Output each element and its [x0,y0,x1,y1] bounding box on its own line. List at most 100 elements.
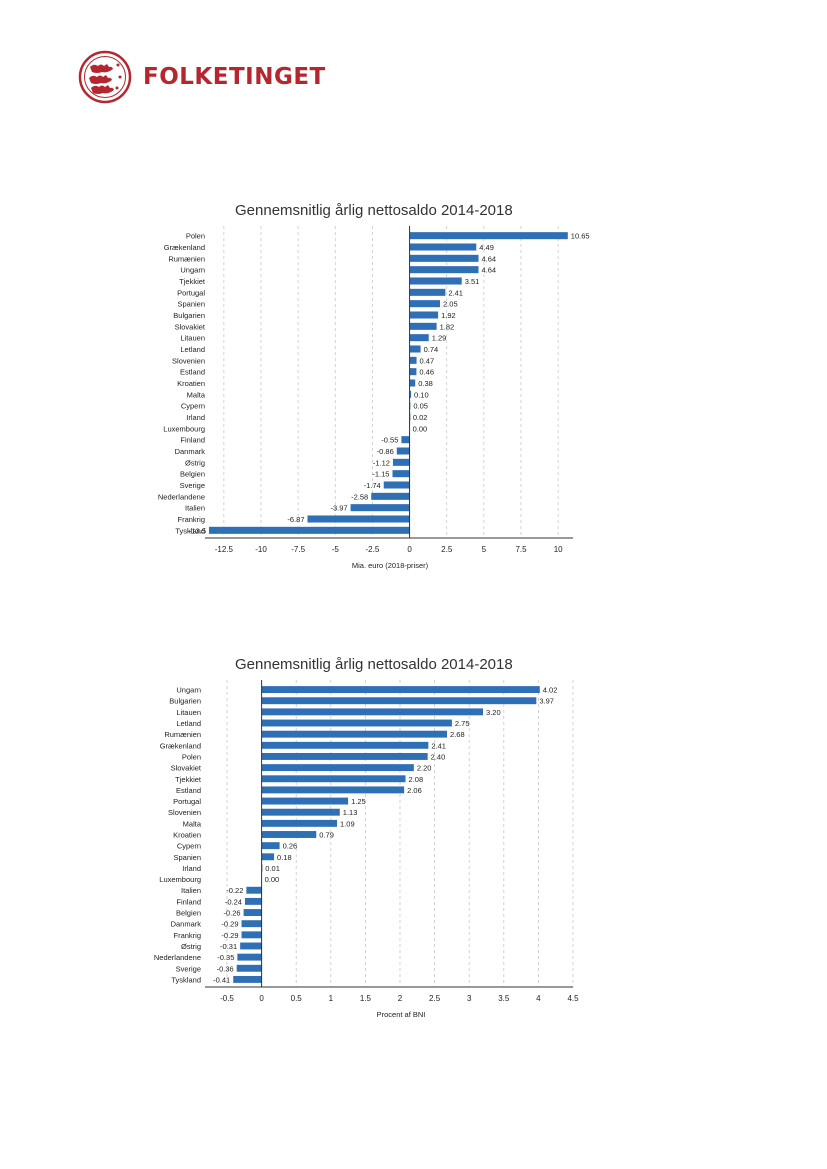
chart1-bar [209,526,410,534]
chart2-value-label: -0.29 [221,920,238,929]
chart2-bar [261,786,405,794]
chart2-category-label: Belgien [176,909,201,918]
chart2-bar [261,853,275,861]
chart1-category-label: Italien [185,504,205,513]
chart1-tick-label: 2.5 [441,545,453,554]
chart1-category-label: Rumænien [168,254,205,263]
chart1-value-label: 3.51 [465,277,480,286]
chart1-bar [350,504,410,512]
chart2-bar [261,808,340,816]
chart1-bar [409,379,416,387]
chart2-value-label: 2.68 [450,730,465,739]
chart1-category-label: Bulgarien [173,311,205,320]
chart1-bar [409,288,446,296]
chart2-value-label: -0.26 [223,909,240,918]
chart2-value-label: 2.41 [431,741,446,750]
chart2-bar [261,730,448,738]
chart2-bar [261,741,429,749]
chart2-value-label: 0.00 [265,875,280,884]
chart1-tick-label: -2.5 [366,545,380,554]
chart2-tick-label: 0.5 [291,994,303,1003]
chart2-value-label: -0.24 [225,897,242,906]
chart1-category-label: Letland [180,345,205,354]
chart2-category-label: Kroatien [173,831,201,840]
chart2-category-label: Nederlandene [154,953,201,962]
chart1-bar [401,436,410,444]
chart1-category-label: Tjekkiet [179,277,206,286]
chart1-value-label: -0.55 [381,436,398,445]
chart2-value-label: -0.31 [220,942,237,951]
chart1-bar [409,345,421,353]
chart1-bar [409,322,437,330]
chart2-category-label: Tyskland [171,975,201,984]
chart1-value-label: 0.05 [413,402,428,411]
chart2-category-label: Ungarn [176,686,201,695]
chart2-category-label: Estland [176,786,201,795]
folketinget-seal-icon [78,50,132,104]
chart1-value-label: 4.49 [479,243,494,252]
chart1-bar [409,356,417,364]
chart1-value-label: 4.64 [482,254,497,263]
chart1-category-label: Portugal [177,288,205,297]
chart2-value-label: 1.25 [351,797,366,806]
chart1-category-label: Estland [180,368,205,377]
chart1-value-label: -13.5 [189,526,206,535]
chart1-value-label: -2.58 [351,492,368,501]
chart2-category-label: Cypern [177,842,201,851]
chart2-bar [240,942,262,950]
chart1-value-label: 0.00 [413,424,428,433]
chart2-value-label: 2.20 [417,764,432,773]
chart1-tick-label: -7.5 [291,545,305,554]
chart1-category-label: Sverige [180,481,205,490]
chart2-tick-label: 2 [398,994,403,1003]
chart1-title: Gennemsnitlig årlig nettosaldo 2014-2018 [235,202,513,219]
chart2-bar [237,953,262,961]
chart2-category-label: Litauen [176,708,201,717]
chart1-bar [383,481,410,489]
chart1-value-label: 1.82 [440,322,455,331]
chart1-category-label: Kroatien [177,379,205,388]
chart2-value-label: -0.22 [226,886,243,895]
chart1-bar [409,266,479,274]
chart1-category-label: Spanien [177,300,205,309]
chart1-category-label: Belgien [180,470,205,479]
chart1-value-label: 0.10 [414,390,429,399]
chart1-value-label: -1.74 [364,481,381,490]
chart1-category-label: Polen [186,232,205,241]
chart2-bar [261,775,406,783]
chart1-bar [409,334,429,342]
chart2-category-label: Polen [182,752,201,761]
chart1-bar [392,470,410,478]
chart1-value-label: 0.02 [413,413,428,422]
chart1-value-label: -0.86 [377,447,394,456]
chart1-value-label: -1.12 [373,458,390,467]
chart1-bar [409,300,441,308]
org-name: FOLKETINGET [143,64,326,90]
chart2-bar [236,964,262,972]
chart1-value-label: 10.65 [571,232,590,241]
chart2-bar [261,753,428,760]
chart2-tick-label: 3.5 [498,994,510,1003]
chart1-category-label: Nederlandene [158,492,205,501]
chart2-bar [261,764,414,772]
chart1-value-label: 1.92 [441,311,456,320]
chart1-value-label: 2.41 [448,288,463,297]
chart1-category-label: Slovenien [172,356,205,365]
chart2-category-label: Slovakiet [171,764,202,773]
chart2-bar [241,931,262,939]
chart1-bar [409,390,412,398]
chart1-value-label: 4.64 [482,266,497,275]
chart2-value-label: 0.79 [319,831,334,840]
chart1-category-label: Finland [180,436,205,445]
chart2-bar [233,975,262,983]
chart2-value-label: 3.97 [539,697,554,706]
chart2-bar [246,886,262,894]
chart2-bar [261,708,484,716]
chart2-value-label: -0.35 [217,953,234,962]
chart2-title: Gennemsnitlig årlig nettosaldo 2014-2018 [235,656,513,673]
chart2-value-label: 1.09 [340,819,355,828]
chart2-value-label: 0.26 [283,842,298,851]
chart1-category-label: Østrig [185,458,205,467]
chart1-value-label: -1.15 [372,470,389,479]
